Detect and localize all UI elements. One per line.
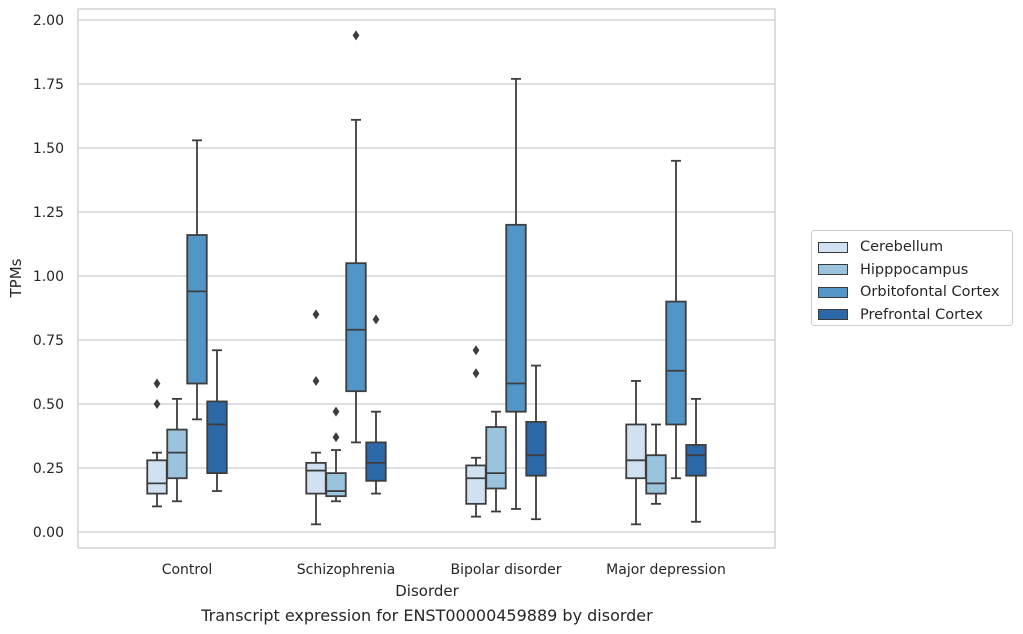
x-tick-label: Schizophrenia	[297, 562, 395, 578]
legend-label: Cerebellum	[860, 239, 944, 256]
iqr-box	[645, 454, 667, 495]
legend-swatch	[818, 309, 848, 321]
iqr-box	[146, 459, 168, 495]
box-prefrontal-cortex-bipolar-disorder	[525, 364, 547, 521]
x-tick-label: Bipolar disorder	[450, 562, 561, 578]
box-cerebellum-schizophrenia	[305, 309, 327, 526]
y-tick-label: 1.25	[33, 205, 64, 221]
plot-area-frame	[77, 8, 776, 549]
legend-item: Cerebellum	[818, 236, 1012, 259]
iqr-box	[485, 426, 507, 490]
legend-item: Hipppocampus	[818, 259, 1012, 282]
y-tick-label: 1.75	[33, 77, 64, 93]
iqr-box	[166, 428, 188, 480]
box-hipppocampus-schizophrenia	[325, 406, 347, 503]
legend-item: Prefrontal Cortex	[818, 304, 1012, 327]
iqr-box	[365, 441, 387, 482]
outlier-point	[472, 345, 480, 356]
box-prefrontal-cortex-schizophrenia	[365, 314, 387, 495]
iqr-box	[685, 444, 707, 477]
box-cerebellum-major-depression	[625, 380, 647, 526]
iqr-box	[305, 461, 327, 495]
iqr-box	[206, 400, 228, 475]
iqr-box	[465, 464, 487, 505]
legend-swatch	[818, 241, 848, 253]
iqr-box	[505, 223, 527, 413]
x-tick-label: Major depression	[606, 562, 726, 578]
x-tick-label: Control	[162, 562, 213, 578]
legend-label: Hipppocampus	[860, 261, 969, 278]
box-hipppocampus-control	[166, 397, 188, 503]
box-orbitofontal-cortex-bipolar-disorder	[505, 77, 527, 510]
box-prefrontal-cortex-control	[206, 349, 228, 492]
iqr-box	[325, 472, 347, 498]
iqr-box	[625, 423, 647, 480]
box-prefrontal-cortex-major-depression	[685, 397, 707, 523]
y-tick-label: 0.00	[33, 525, 64, 541]
legend-label: Orbitofontal Cortex	[860, 284, 1000, 301]
boxes	[146, 30, 707, 526]
iqr-box	[665, 300, 687, 426]
iqr-box	[186, 234, 208, 385]
y-tick-label: 0.75	[33, 333, 64, 349]
outlier-point	[153, 378, 161, 389]
x-axis-ticks: Control Schizophrenia Bipolar disorder Majo…	[162, 562, 726, 578]
outlier-point	[312, 309, 320, 320]
outlier-point	[332, 432, 340, 443]
box-orbitofontal-cortex-control	[186, 139, 208, 421]
outlier-point	[472, 368, 480, 379]
outlier-point	[372, 314, 380, 325]
outlier-point	[332, 406, 340, 417]
y-tick-label: 1.50	[33, 141, 64, 157]
legend-label: Prefrontal Cortex	[860, 306, 983, 323]
y-axis-ticks: 0.00 0.25 0.50 0.75 1.00 1.25 1.50 1.75 2.00	[33, 13, 64, 541]
outlier-point	[312, 375, 320, 386]
box-orbitofontal-cortex-schizophrenia	[345, 30, 367, 444]
box-cerebellum-bipolar-disorder	[465, 345, 487, 518]
x-axis-label: Disorder	[395, 582, 459, 600]
legend-item: Orbitofontal Cortex	[818, 281, 1012, 304]
iqr-box	[525, 421, 547, 477]
legend: Cerebellum Hipppocampus Orbitofontal Corte…	[811, 230, 1013, 326]
y-tick-label: 1.00	[33, 269, 64, 285]
legend-swatch	[818, 264, 848, 276]
y-tick-label: 2.00	[33, 13, 64, 29]
chart-title: Transcript expression for ENST0000045988…	[201, 606, 653, 625]
outlier-point	[153, 399, 161, 409]
y-axis-label: TPMs	[7, 258, 25, 298]
box-hipppocampus-bipolar-disorder	[485, 410, 507, 513]
box-cerebellum-control	[146, 378, 168, 508]
outlier-point	[352, 30, 360, 41]
box-orbitofontal-cortex-major-depression	[665, 159, 687, 480]
iqr-box	[345, 262, 367, 393]
legend-swatch	[818, 286, 848, 298]
box-hipppocampus-major-depression	[645, 423, 667, 505]
y-tick-label: 0.25	[33, 461, 64, 477]
y-tick-label: 0.50	[33, 397, 64, 413]
